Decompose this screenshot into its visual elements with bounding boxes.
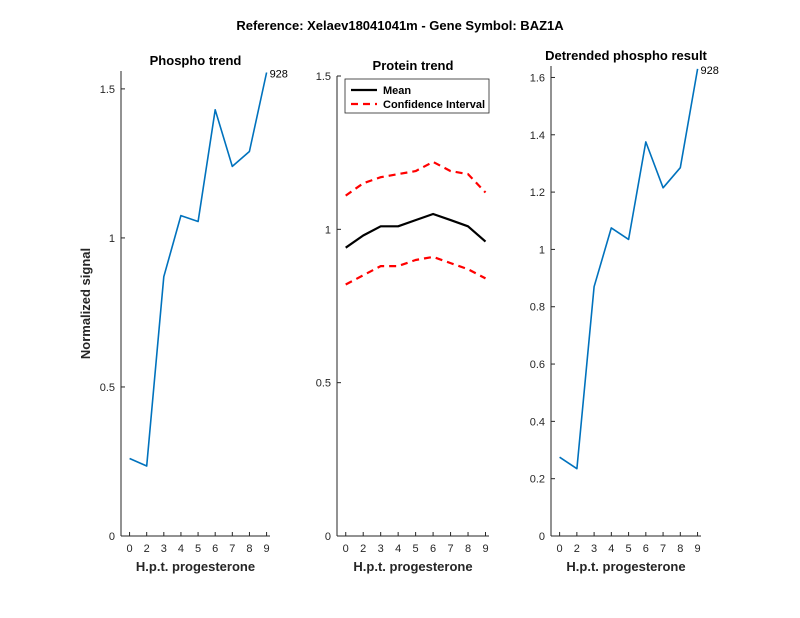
- y-tick-label: 0.5: [316, 378, 331, 390]
- series-line-1: [129, 72, 268, 467]
- legend-entry: Confidence Interval: [383, 99, 485, 111]
- x-tick-label: 2: [574, 543, 580, 555]
- x-tick-label: 4: [395, 543, 401, 555]
- y-tick-label: 0: [325, 531, 331, 543]
- y-tick-label: 1.2: [530, 187, 545, 199]
- x-axis-label: H.p.t. progesterone: [566, 559, 685, 574]
- x-tick-label: 7: [448, 543, 454, 555]
- x-tick-label: 7: [660, 543, 666, 555]
- subplot-title: Protein trend: [373, 58, 454, 73]
- x-tick-label: 4: [178, 543, 184, 555]
- y-tick-label: 1: [325, 224, 331, 236]
- x-tick-label: 9: [482, 543, 488, 555]
- x-tick-label: 3: [591, 543, 597, 555]
- legend: Mean Confidence Interval: [344, 78, 490, 114]
- subplot-title: Phospho trend: [150, 53, 242, 68]
- x-tick-label: 6: [212, 543, 218, 555]
- x-tick-label: 8: [465, 543, 471, 555]
- series-line-1: [559, 68, 699, 470]
- x-tick-label: 9: [694, 543, 700, 555]
- point-annotation: 928: [270, 68, 288, 80]
- x-tick-label: 2: [360, 543, 366, 555]
- series-line-3: [345, 255, 487, 286]
- y-tick-label: 0.2: [530, 474, 545, 486]
- figure-title: Reference: Xelaev18041041m - Gene Symbol…: [236, 18, 564, 33]
- y-tick-label: 0: [109, 531, 115, 543]
- y-tick-label: 0.6: [530, 359, 545, 371]
- y-tick-label: 0.8: [530, 302, 545, 314]
- x-tick-label: 6: [643, 543, 649, 555]
- series-line-2: [345, 160, 487, 197]
- y-tick-label: 1: [539, 244, 545, 256]
- x-axis-label: H.p.t. progesterone: [353, 559, 472, 574]
- x-tick-label: 8: [677, 543, 683, 555]
- x-tick-label: 8: [246, 543, 252, 555]
- y-tick-label: 0.5: [100, 382, 115, 394]
- x-tick-label: 7: [229, 543, 235, 555]
- y-tick-label: 0.4: [530, 416, 545, 428]
- x-tick-label: 3: [161, 543, 167, 555]
- subplot-title: Detrended phospho result: [545, 48, 707, 63]
- x-axis-label: H.p.t. progesterone: [136, 559, 255, 574]
- series-line-1: [345, 212, 487, 249]
- y-axis-label: Normalized signal: [78, 248, 93, 359]
- x-tick-label: 9: [264, 543, 270, 555]
- point-annotation: 928: [701, 65, 719, 77]
- x-tick-label: 0: [557, 543, 563, 555]
- x-tick-label: 4: [608, 543, 614, 555]
- legend-box: [344, 78, 490, 114]
- subplot-3: 0 2 3 4 5 6 7 8 900.20.40.60.811.21.41.6Detrende…: [530, 48, 719, 574]
- x-tick-label: 0: [343, 543, 349, 555]
- x-tick-label: 0: [127, 543, 133, 555]
- x-tick-label: 2: [144, 543, 150, 555]
- y-tick-label: 0: [539, 531, 545, 543]
- x-tick-label: 3: [378, 543, 384, 555]
- y-tick-label: 1.6: [530, 72, 545, 84]
- x-tick-label: 5: [626, 543, 632, 555]
- y-tick-label: 1.5: [100, 84, 115, 96]
- x-tick-label: 5: [413, 543, 419, 555]
- y-tick-label: 1: [109, 233, 115, 245]
- x-tick-label: 6: [430, 543, 436, 555]
- y-tick-label: 1.4: [530, 130, 545, 142]
- legend-entry: Mean: [383, 85, 411, 97]
- x-tick-label: 5: [195, 543, 201, 555]
- y-tick-label: 1.5: [316, 71, 331, 83]
